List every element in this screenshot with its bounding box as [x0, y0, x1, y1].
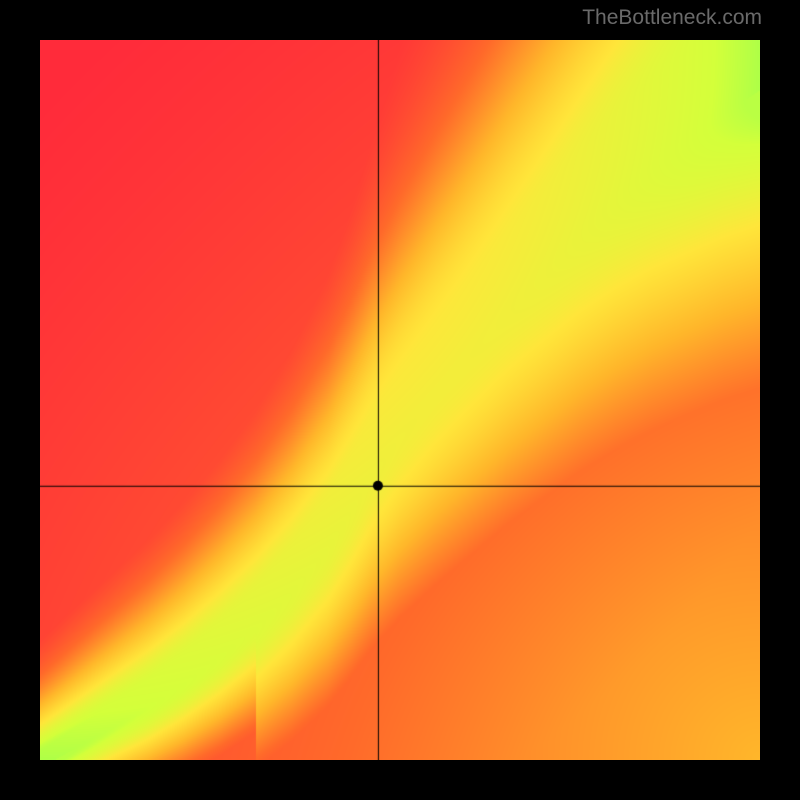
- watermark-text: TheBottleneck.com: [582, 6, 762, 30]
- heatmap-plot: [40, 40, 760, 760]
